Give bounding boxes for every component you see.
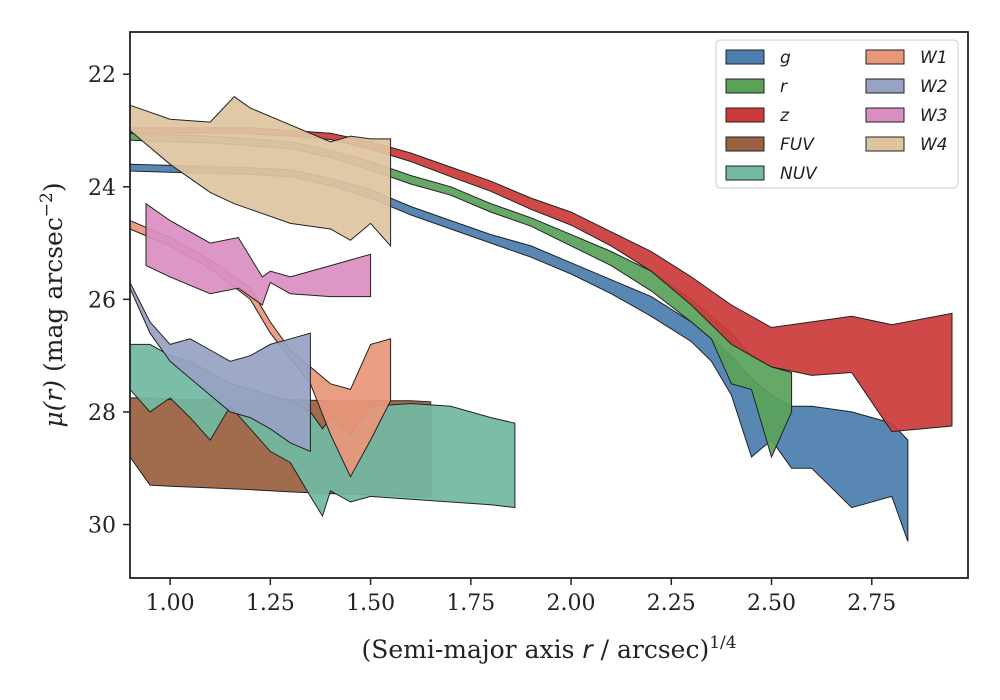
legend-swatch-w2 — [865, 78, 905, 94]
legend: grz FUV NUV W1 W2 W3 W4 — [715, 39, 959, 189]
plot-frame — [129, 31, 969, 579]
x-tick-label: 1.50 — [346, 591, 395, 616]
series-band-w3 — [145, 202, 372, 306]
legend-swatch-g — [725, 49, 765, 65]
y-axis-label: μ(r) (mag arcsec−2) — [37, 182, 68, 427]
legend-label-w2: W2 — [920, 77, 948, 97]
legend-swatch-z — [725, 107, 765, 123]
x-tick-label: 1.75 — [446, 591, 495, 616]
legend-label-w1: W1 — [920, 48, 948, 68]
x-tick-label: 1.00 — [146, 591, 195, 616]
x-tick-label: 2.25 — [647, 591, 696, 616]
legend-label-g: g — [780, 48, 791, 68]
series-layer — [129, 96, 953, 542]
x-tick-label: 2.75 — [847, 591, 896, 616]
legend-swatch-nuv — [725, 165, 765, 181]
legend-label-w4: W4 — [920, 135, 948, 155]
legend-label-w3: W3 — [920, 106, 948, 126]
legend-swatch-w3 — [865, 107, 905, 123]
y-tick-label: 22 — [88, 63, 116, 88]
legend-label-nuv: NUV — [780, 164, 818, 184]
legend-swatch-fuv — [725, 136, 765, 152]
tick-layer: 1.00 1.25 1.50 1.75 2.00 2.25 2.50 2.75 22 24 26 28… — [88, 63, 896, 616]
y-tick-label: 28 — [88, 401, 116, 426]
legend-swatch-w1 — [865, 49, 905, 65]
legend-swatch-r — [725, 78, 765, 94]
series-band-g — [129, 163, 909, 542]
series-band-w1 — [129, 219, 392, 478]
series-band-w2 — [129, 282, 311, 453]
x-axis-label: (Semi-major axis r / arcsec)1/4 — [361, 633, 736, 664]
legend-label-r: r — [780, 77, 788, 97]
y-tick-label: 24 — [88, 176, 116, 201]
legend-swatch-w4 — [865, 136, 905, 152]
x-tick-label: 2.50 — [747, 591, 796, 616]
legend-label-fuv: FUV — [780, 135, 815, 155]
series-band-w4 — [129, 96, 392, 248]
x-tick-label: 2.00 — [547, 591, 596, 616]
y-tick-label: 30 — [88, 514, 116, 539]
x-tick-label: 1.25 — [246, 591, 295, 616]
legend-label-z: z — [779, 106, 790, 126]
y-tick-label: 26 — [88, 288, 116, 313]
